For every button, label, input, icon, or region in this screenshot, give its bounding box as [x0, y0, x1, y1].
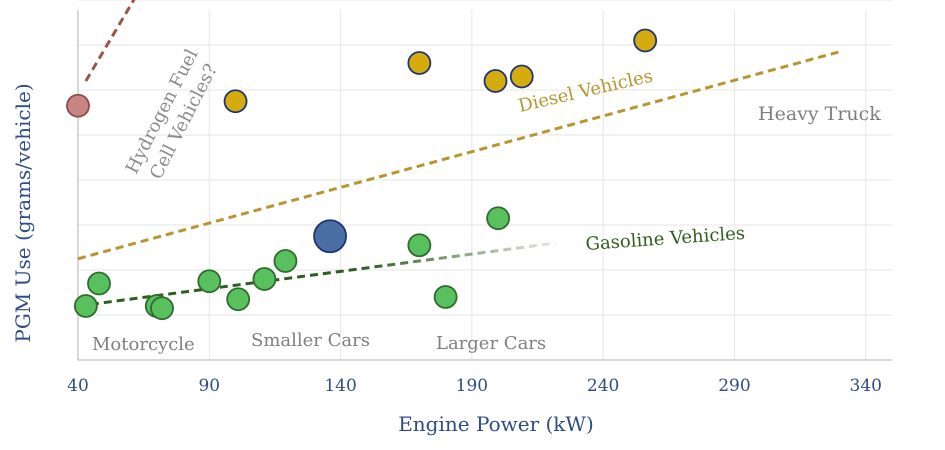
annotation-smaller-cars: Smaller Cars: [251, 330, 370, 351]
x-tick-label: 140: [324, 376, 356, 396]
x-tick-labels: 40 90 140 190 240 290 340: [67, 376, 882, 396]
x-axis-title: Engine Power (kW): [398, 412, 594, 436]
highlight-point: [313, 219, 347, 254]
annotations: Motorcycle Smaller Cars Larger Cars Heav…: [92, 103, 881, 355]
annotation-larger-cars: Larger Cars: [436, 333, 546, 354]
gasoline-point: [197, 269, 222, 294]
gasoline-point: [273, 249, 298, 273]
diesel-point: [407, 51, 432, 75]
diesel-point: [509, 64, 534, 89]
x-tick-label: 290: [718, 376, 750, 396]
diesel-point: [483, 69, 508, 93]
y-axis-title: PGM Use (grams/vehicle): [11, 83, 35, 342]
annotation-motorcycle: Motorcycle: [92, 334, 195, 355]
gasoline-point: [433, 285, 458, 309]
grid: [78, 0, 892, 360]
gasoline-point: [87, 271, 111, 296]
x-tick-label: 190: [456, 376, 488, 396]
hydrogen-point: [66, 93, 90, 118]
gasoline-point: [252, 267, 277, 291]
diesel-trendline: [77, 50, 840, 261]
annotation-heavy-truck: Heavy Truck: [758, 103, 881, 125]
x-tick-label: 240: [587, 376, 619, 396]
data-points: [66, 28, 658, 321]
gasoline-point: [150, 296, 174, 321]
gasoline-point: [73, 294, 98, 318]
gasoline-point: [226, 287, 251, 312]
trendlines: [77, 0, 840, 308]
diesel-trend-label: Diesel Vehicles: [516, 66, 655, 117]
gasoline-trend-label: Gasoline Vehicles: [585, 223, 746, 255]
trendline-labels: Diesel Vehicles Gasoline Vehicles Hydrog…: [122, 46, 746, 255]
x-tick-label: 340: [850, 376, 882, 396]
hydrogen-trend-label: Hydrogen Fuel Cell Vehicles?: [122, 46, 222, 183]
x-tick-label: 90: [198, 376, 220, 396]
diesel-point: [223, 89, 248, 114]
diesel-point: [633, 28, 658, 53]
gasoline-point: [407, 233, 432, 258]
x-tick-label: 40: [67, 376, 89, 396]
axes: [77, 10, 892, 361]
gasoline-point: [486, 206, 511, 231]
